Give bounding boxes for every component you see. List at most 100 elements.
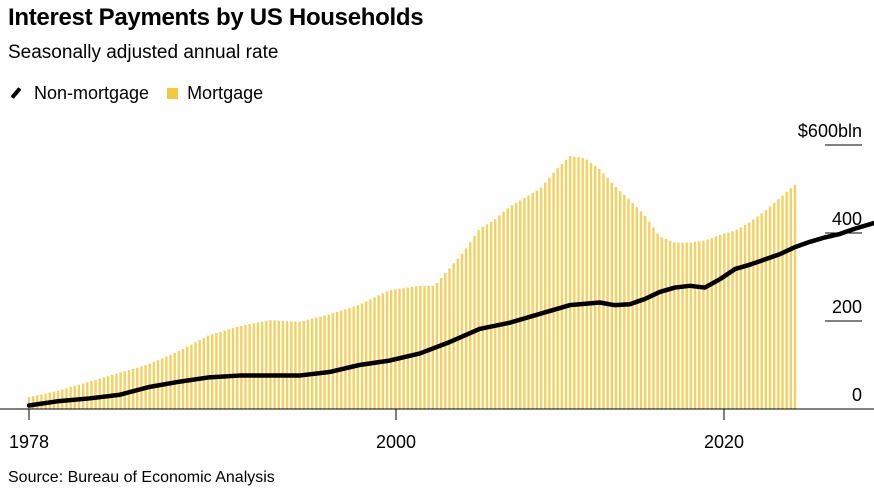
mortgage-bar — [27, 397, 31, 409]
mortgage-bar — [743, 224, 747, 409]
mortgage-bar — [673, 242, 676, 409]
mortgage-bar — [781, 195, 784, 409]
mortgage-bar — [327, 314, 330, 409]
mortgage-bar — [310, 318, 314, 409]
source-note: Source: Bureau of Economic Analysis — [8, 469, 275, 486]
mortgage-bar — [668, 240, 672, 409]
mortgage-bar — [706, 239, 709, 409]
mortgage-bar — [115, 373, 118, 409]
mortgage-bar — [273, 320, 276, 409]
mortgage-bar — [119, 372, 122, 409]
mortgage-bar — [277, 320, 280, 409]
mortgage-bar — [244, 325, 247, 409]
mortgage-bar — [548, 177, 551, 409]
mortgage-bar — [777, 199, 780, 409]
mortgage-bar — [365, 301, 368, 409]
mortgage-bar — [527, 195, 530, 409]
mortgage-bar — [381, 293, 385, 409]
mortgage-bar — [231, 328, 235, 409]
mortgage-bar — [98, 378, 101, 409]
bar-swatch-icon — [167, 87, 179, 99]
mortgage-bar — [635, 207, 638, 409]
mortgage-bar — [785, 191, 788, 409]
mortgage-bar — [593, 165, 597, 409]
mortgage-bar — [269, 320, 272, 409]
mortgage-bar — [81, 383, 85, 409]
mortgage-bar — [281, 320, 285, 409]
mortgage-bar — [406, 287, 410, 409]
mortgage-bars — [27, 156, 797, 409]
mortgage-bar — [186, 346, 189, 409]
mortgage-bar — [498, 215, 501, 409]
mortgage-bar — [227, 329, 231, 409]
mortgage-bar — [344, 309, 347, 409]
mortgage-bar — [693, 241, 697, 409]
mortgage-bar — [414, 286, 418, 409]
mortgage-bar — [689, 242, 693, 409]
mortgage-bar — [652, 227, 655, 409]
mortgage-bar — [544, 182, 547, 409]
mortgage-bar — [535, 190, 539, 409]
y-tick-label: 0 — [852, 385, 862, 405]
mortgage-bar — [735, 229, 738, 409]
mortgage-bar — [77, 384, 81, 409]
x-tick-label: 1978 — [9, 432, 49, 452]
mortgage-bar — [739, 227, 743, 409]
mortgage-bar — [369, 299, 372, 409]
mortgage-bar — [460, 253, 464, 409]
mortgage-bar — [90, 381, 93, 409]
mortgage-bar — [111, 374, 114, 409]
mortgage-bar — [610, 182, 614, 409]
mortgage-bar — [523, 197, 526, 409]
mortgage-bar — [618, 190, 622, 409]
mortgage-bar — [240, 325, 243, 409]
mortgage-bar — [356, 305, 360, 409]
legend-label-mortgage: Mortgage — [187, 82, 264, 103]
mortgage-bar — [598, 168, 601, 409]
mortgage-bar — [664, 239, 668, 409]
mortgage-bar — [606, 178, 609, 409]
mortgage-bar — [581, 157, 584, 409]
mortgage-bar — [585, 159, 589, 409]
mortgage-bar — [315, 317, 318, 409]
mortgage-bar — [348, 307, 351, 409]
mortgage-bar — [760, 213, 763, 409]
mortgage-bar — [260, 321, 264, 409]
mortgage-bar — [789, 188, 793, 409]
mortgage-bar — [793, 184, 797, 409]
mortgage-bar — [248, 324, 251, 409]
mortgage-bar — [335, 311, 339, 409]
mortgage-bar — [519, 200, 522, 409]
mortgage-bar — [306, 319, 310, 409]
mortgage-bar — [506, 208, 509, 409]
mortgage-bar — [485, 224, 489, 409]
mortgage-bar — [685, 242, 688, 409]
mortgage-bar — [331, 313, 335, 409]
mortgage-bar — [94, 379, 97, 409]
chart-subtitle: Seasonally adjusted annual rate — [8, 42, 279, 63]
mortgage-bar — [614, 187, 618, 409]
mortgage-bar — [302, 320, 305, 409]
mortgage-bar — [323, 315, 326, 409]
mortgage-bar — [514, 202, 518, 409]
mortgage-bar — [473, 236, 476, 409]
mortgage-bar — [556, 168, 559, 409]
mortgage-bar — [285, 321, 289, 409]
mortgage-bar — [377, 295, 380, 409]
mortgage-bar — [631, 202, 634, 409]
mortgage-bar — [718, 234, 722, 409]
mortgage-bar — [748, 222, 751, 409]
x-tick-label: 2000 — [376, 432, 416, 452]
mortgage-bar — [768, 206, 772, 409]
mortgage-bar — [444, 273, 447, 409]
mortgage-bar — [373, 297, 376, 409]
mortgage-bar — [123, 371, 126, 409]
mortgage-bar — [352, 306, 355, 409]
mortgage-bar — [452, 263, 455, 409]
legend-label-non-mortgage: Non-mortgage — [34, 82, 150, 103]
mortgage-bar — [481, 226, 484, 409]
mortgage-bar — [577, 157, 580, 409]
mortgage-bar — [402, 288, 405, 409]
mortgage-bar — [298, 321, 301, 409]
